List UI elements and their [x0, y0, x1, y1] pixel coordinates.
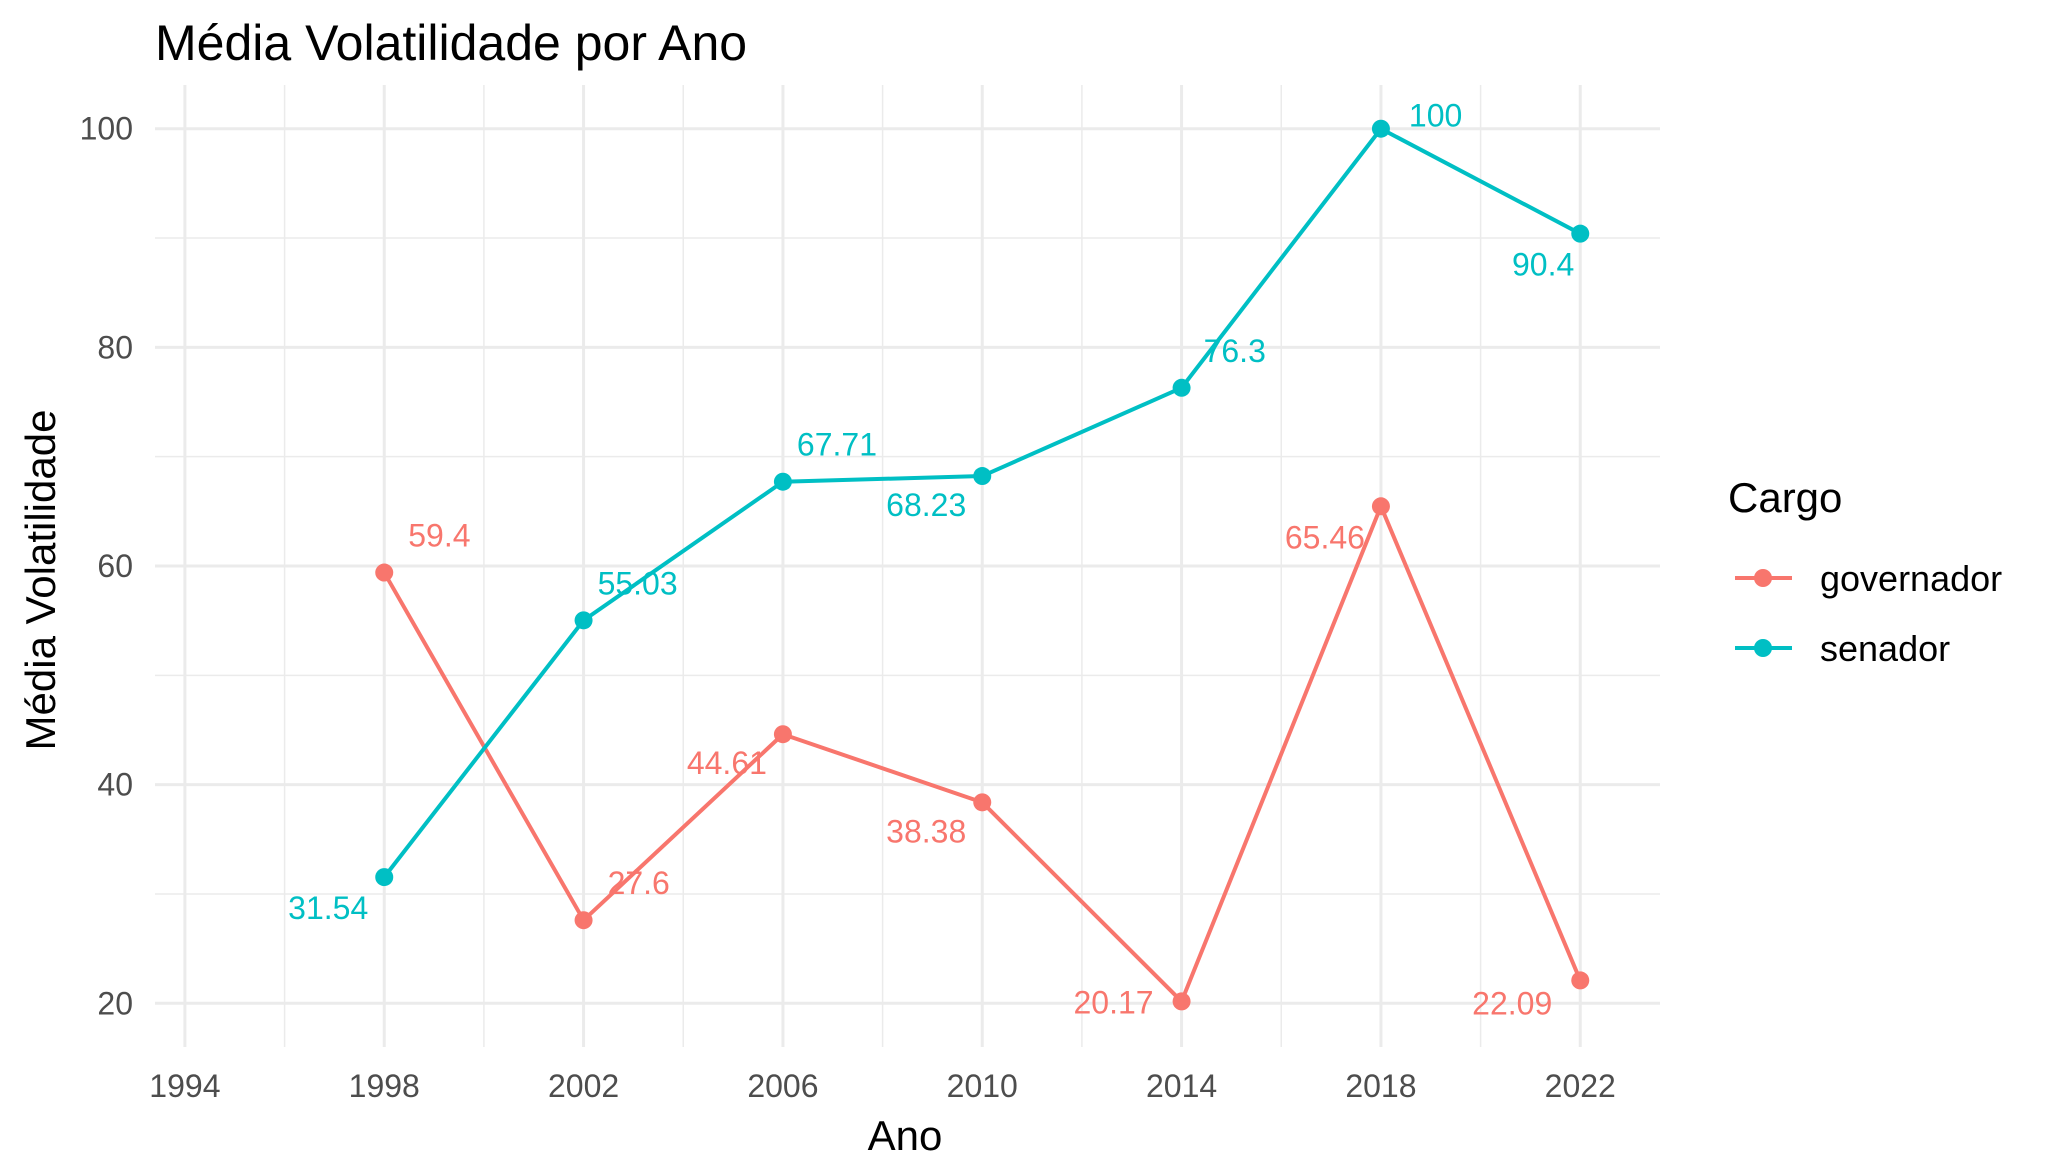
data-label-governador: 22.09 — [1472, 985, 1552, 1021]
legend: Cargo governador senador — [1728, 474, 2002, 669]
x-tick-label: 2014 — [1146, 1068, 1217, 1104]
data-point-senador — [1571, 224, 1590, 243]
y-axis-title: Média Volatilidade — [17, 410, 64, 751]
data-point-senador — [375, 868, 394, 887]
data-label-governador: 44.61 — [687, 745, 767, 781]
data-points — [375, 119, 1590, 1011]
data-point-governador — [1571, 971, 1590, 990]
x-tick-label: 1998 — [349, 1068, 420, 1104]
data-point-governador — [1172, 992, 1191, 1011]
legend-title: Cargo — [1728, 474, 1842, 521]
data-label-governador: 59.4 — [408, 518, 470, 554]
legend-key-point — [1754, 569, 1772, 587]
data-point-senador — [1371, 119, 1390, 138]
data-label-senador: 100 — [1409, 98, 1462, 134]
data-point-senador — [574, 611, 593, 630]
data-label-senador: 90.4 — [1512, 247, 1574, 283]
legend-label-governador: governador — [1820, 558, 2002, 599]
data-point-governador — [773, 725, 792, 744]
data-point-governador — [375, 563, 394, 582]
x-tick-label: 2010 — [947, 1068, 1018, 1104]
x-axis-title: Ano — [868, 1112, 943, 1159]
data-label-senador: 31.54 — [288, 890, 368, 926]
y-tick-label: 60 — [97, 548, 133, 584]
data-point-governador — [574, 911, 593, 930]
x-tick-label: 2018 — [1345, 1068, 1416, 1104]
data-label-governador: 65.46 — [1285, 519, 1365, 555]
data-point-governador — [1371, 497, 1390, 516]
y-tick-label: 80 — [97, 329, 133, 365]
legend-key-point — [1754, 639, 1772, 657]
data-labels: 59.4 27.6 44.61 38.38 20.17 65.46 22.09 31.54 55… — [288, 98, 1574, 1022]
x-tick-label: 2022 — [1545, 1068, 1616, 1104]
x-axis-ticks: 1994 1998 2002 2006 2010 2014 2018 2022 — [149, 1068, 1616, 1104]
x-tick-label: 1994 — [149, 1068, 220, 1104]
data-label-senador: 76.3 — [1204, 333, 1266, 369]
y-axis-ticks: 20 40 60 80 100 — [80, 111, 133, 1022]
y-tick-label: 20 — [97, 985, 133, 1021]
chart-title: Média Volatilidade por Ano — [155, 15, 747, 71]
legend-label-senador: senador — [1820, 628, 1950, 669]
data-label-senador: 55.03 — [598, 565, 678, 601]
data-point-senador — [773, 472, 792, 491]
data-label-senador: 67.71 — [797, 427, 877, 463]
data-label-governador: 38.38 — [886, 813, 966, 849]
data-label-governador: 20.17 — [1074, 984, 1154, 1020]
data-label-governador: 27.6 — [608, 865, 670, 901]
y-tick-label: 100 — [80, 111, 133, 147]
data-point-governador — [973, 793, 992, 812]
data-point-senador — [973, 467, 992, 486]
x-tick-label: 2006 — [747, 1068, 818, 1104]
data-label-senador: 68.23 — [886, 487, 966, 523]
y-tick-label: 40 — [97, 767, 133, 803]
data-point-senador — [1172, 378, 1191, 397]
x-tick-label: 2002 — [548, 1068, 619, 1104]
